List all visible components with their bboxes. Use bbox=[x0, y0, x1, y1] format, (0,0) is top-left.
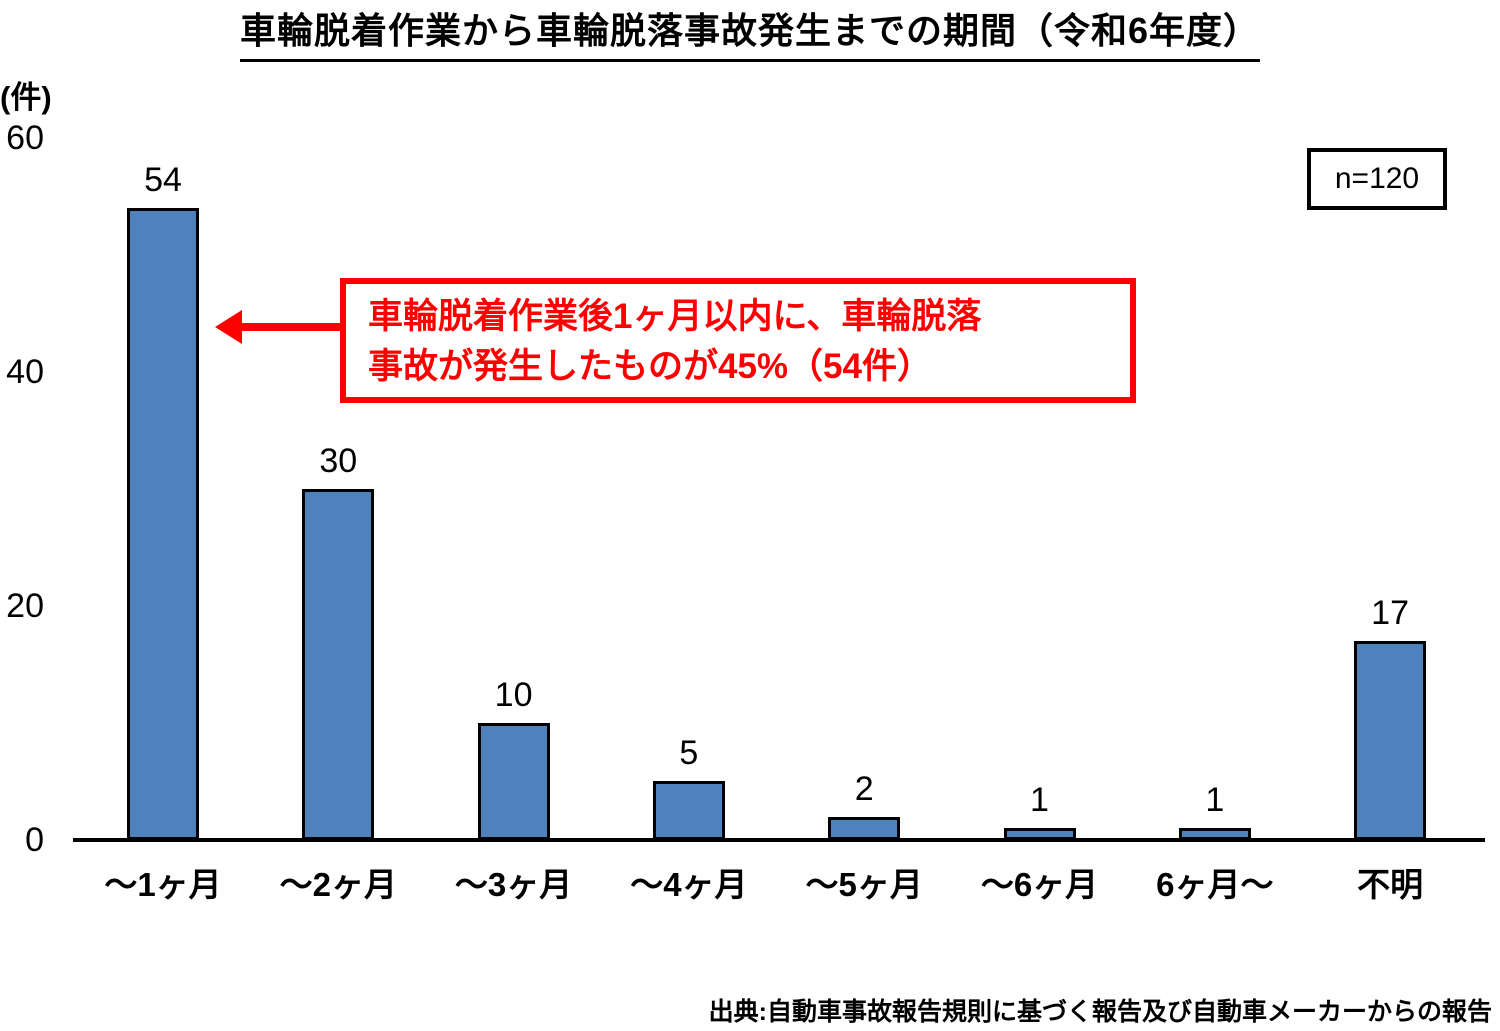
annotation-arrow-line bbox=[240, 323, 340, 331]
x-axis-tick-label: ～1ヶ月 bbox=[104, 866, 222, 903]
x-axis-tick-label: ～4ヶ月 bbox=[630, 866, 748, 903]
bar-value-label: 1 bbox=[1205, 781, 1225, 819]
sample-size-text: n=120 bbox=[1334, 162, 1420, 195]
x-axis-tick-label: 不明 bbox=[1357, 866, 1424, 903]
bar-value-label: 5 bbox=[679, 734, 699, 772]
chart-title-text: 車輪脱着作業から車輪脱落事故発生までの期間（令和6年度） bbox=[239, 2, 1261, 62]
x-axis-tick-label: ～6ヶ月 bbox=[980, 866, 1099, 903]
bar-8 bbox=[1354, 641, 1427, 840]
x-axis-tick-label: ～5ヶ月 bbox=[805, 866, 923, 903]
bar-value-label: 30 bbox=[319, 442, 358, 480]
y-axis-tick-label: 60 bbox=[6, 119, 44, 157]
sample-size-badge: n=120 bbox=[1307, 148, 1447, 210]
x-axis-tick-label: 6ヶ月～ bbox=[1156, 866, 1274, 903]
x-axis-tick-label: ～3ヶ月 bbox=[454, 866, 573, 903]
bar-1 bbox=[127, 208, 199, 840]
bar-4 bbox=[652, 781, 725, 840]
bar-value-label: 10 bbox=[494, 676, 533, 714]
y-axis-tick-label: 20 bbox=[6, 587, 44, 625]
annotation-arrow-icon bbox=[215, 310, 242, 344]
chart-title: 車輪脱着作業から車輪脱落事故発生までの期間（令和6年度） bbox=[0, 2, 1500, 62]
bar-value-label: 54 bbox=[144, 161, 182, 199]
y-axis-unit-label: (件) bbox=[0, 80, 52, 115]
source-attribution: 出典:自動車事故報告規則に基づく報告及び自動車メーカーからの報告 bbox=[708, 998, 1492, 1026]
x-axis-tick-label: ～2ヶ月 bbox=[279, 866, 397, 903]
bar-value-label: 1 bbox=[1030, 781, 1049, 819]
bar-5 bbox=[828, 817, 901, 840]
y-axis-tick-label: 40 bbox=[6, 353, 44, 391]
x-axis-line bbox=[73, 838, 1485, 842]
bar-value-label: 2 bbox=[854, 770, 874, 808]
annotation-callout: 車輪脱着作業後1ヶ月以内に、車輪脱落 事故が発生したものが45%（54件） bbox=[340, 278, 1136, 403]
annotation-line-2: 事故が発生したものが45%（54件） bbox=[368, 347, 932, 386]
bar-2 bbox=[302, 489, 375, 840]
bar-3 bbox=[477, 723, 550, 840]
y-axis-tick-label: 0 bbox=[25, 821, 44, 859]
annotation-line-1: 車輪脱着作業後1ヶ月以内に、車輪脱落 bbox=[368, 297, 982, 336]
bar-value-label: 17 bbox=[1371, 594, 1409, 632]
